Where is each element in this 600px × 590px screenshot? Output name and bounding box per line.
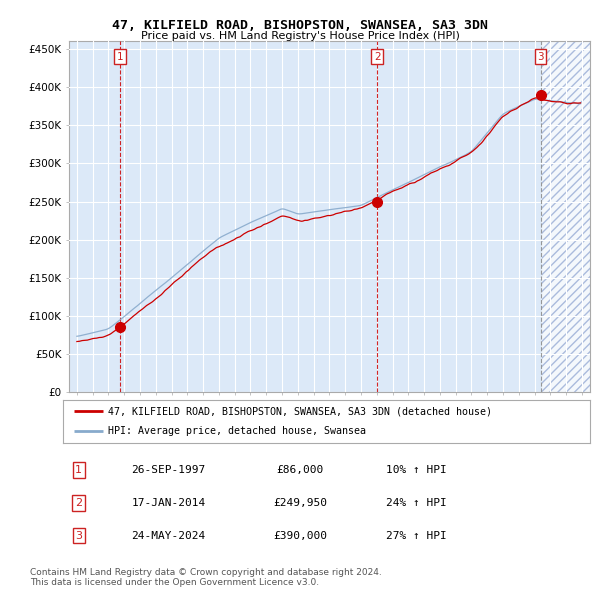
Text: 3: 3: [537, 51, 544, 61]
Text: This data is licensed under the Open Government Licence v3.0.: This data is licensed under the Open Gov…: [30, 578, 319, 587]
Text: £86,000: £86,000: [277, 466, 323, 475]
Text: 1: 1: [117, 51, 124, 61]
Text: 3: 3: [76, 531, 82, 540]
Text: 24% ↑ HPI: 24% ↑ HPI: [386, 498, 446, 508]
Text: 1: 1: [76, 466, 82, 475]
Text: 26-SEP-1997: 26-SEP-1997: [131, 466, 205, 475]
Text: 47, KILFIELD ROAD, BISHOPSTON, SWANSEA, SA3 3DN: 47, KILFIELD ROAD, BISHOPSTON, SWANSEA, …: [112, 19, 488, 32]
Text: £249,950: £249,950: [273, 498, 327, 508]
Text: 2: 2: [75, 498, 82, 508]
Text: 27% ↑ HPI: 27% ↑ HPI: [386, 531, 446, 540]
Bar: [542, 41, 590, 392]
Text: 24-MAY-2024: 24-MAY-2024: [131, 531, 205, 540]
Text: Contains HM Land Registry data © Crown copyright and database right 2024.: Contains HM Land Registry data © Crown c…: [30, 568, 382, 576]
Text: HPI: Average price, detached house, Swansea: HPI: Average price, detached house, Swan…: [108, 426, 366, 436]
Text: 2: 2: [374, 51, 380, 61]
Text: 47, KILFIELD ROAD, BISHOPSTON, SWANSEA, SA3 3DN (detached house): 47, KILFIELD ROAD, BISHOPSTON, SWANSEA, …: [108, 407, 492, 417]
Bar: [542, 41, 590, 392]
Text: 17-JAN-2014: 17-JAN-2014: [131, 498, 205, 508]
Text: 10% ↑ HPI: 10% ↑ HPI: [386, 466, 446, 475]
Text: Price paid vs. HM Land Registry's House Price Index (HPI): Price paid vs. HM Land Registry's House …: [140, 31, 460, 41]
Text: £390,000: £390,000: [273, 531, 327, 540]
